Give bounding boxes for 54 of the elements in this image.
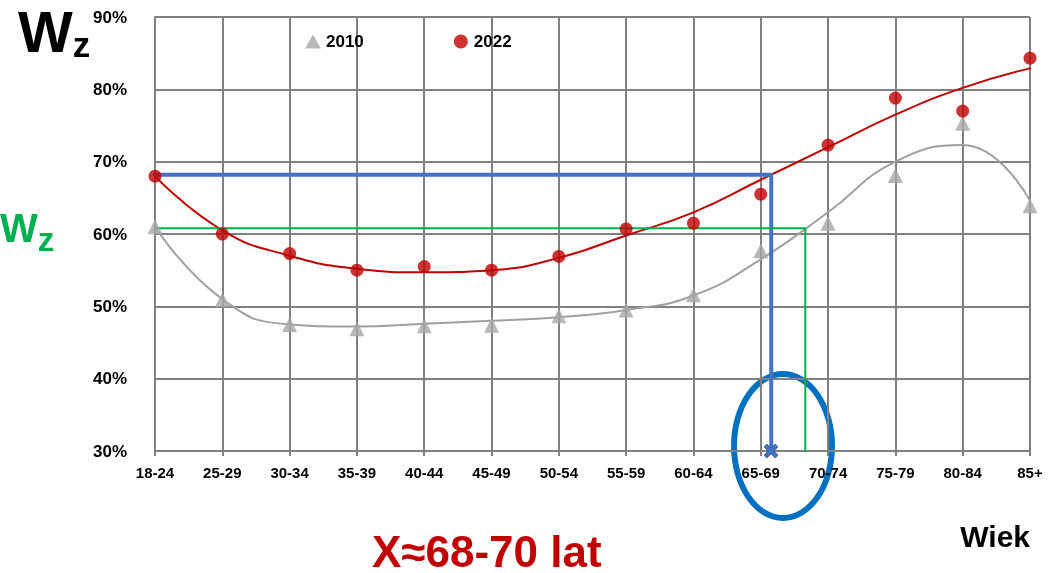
- point: [686, 216, 700, 230]
- point: [618, 302, 634, 318]
- point: [485, 263, 499, 277]
- y-tick-label: 30%: [92, 441, 127, 461]
- point: [753, 243, 769, 259]
- x-tick-label: 18-24: [135, 464, 175, 481]
- x-tick-label: 60-64: [674, 464, 714, 481]
- legend-label: 2022: [473, 32, 512, 51]
- point: [888, 91, 902, 105]
- x-axis-title: Wiek: [960, 519, 1031, 553]
- y-tick-label: 80%: [92, 79, 127, 99]
- point: [1022, 198, 1038, 214]
- x-tick-label: 45-49: [472, 464, 511, 481]
- y-tick-label: 70%: [92, 152, 127, 172]
- x-tick-label: 80-84: [943, 464, 983, 481]
- y-tick-label: 60%: [92, 224, 127, 244]
- x-tick-label: 50-54: [539, 464, 579, 481]
- y-axis-title: Wz: [18, 0, 91, 64]
- x-tick-label: 35-39: [337, 464, 377, 481]
- point: [619, 222, 633, 236]
- x-tick-label: 40-44: [405, 464, 445, 481]
- point: [955, 115, 971, 131]
- x-tick-label: 65-69: [741, 464, 780, 481]
- y-tick-label: 50%: [92, 296, 127, 316]
- ref-line-label: W$_{z}$: [0, 206, 55, 261]
- point: [820, 215, 836, 231]
- text: X≈68-70 lat: [372, 526, 602, 573]
- point: [283, 247, 297, 261]
- point: [1023, 51, 1037, 65]
- y-tick-label: 40%: [92, 369, 127, 389]
- point: [821, 138, 835, 152]
- x-tick-label: 55-59: [606, 464, 646, 481]
- point: [147, 219, 163, 235]
- point: [552, 249, 566, 263]
- point: [754, 187, 768, 201]
- point: [215, 227, 229, 241]
- point: [148, 169, 162, 183]
- point: [956, 104, 970, 118]
- point: [417, 260, 431, 274]
- point: [349, 321, 365, 337]
- x-tick-label: 75-79: [876, 464, 915, 481]
- y-tick-label: 90%: [92, 7, 127, 27]
- x-tick-label: 85+: [1017, 464, 1043, 481]
- point: [685, 287, 701, 303]
- point: [350, 263, 364, 277]
- point: [887, 167, 903, 183]
- point: [282, 316, 298, 332]
- x-tick-label: 25-29: [203, 464, 242, 481]
- legend-label: 2010: [326, 32, 364, 51]
- point: [416, 318, 432, 334]
- x-tick-label: 30-34: [270, 464, 310, 481]
- point: [214, 292, 230, 308]
- point: [484, 317, 500, 333]
- point: [551, 308, 567, 324]
